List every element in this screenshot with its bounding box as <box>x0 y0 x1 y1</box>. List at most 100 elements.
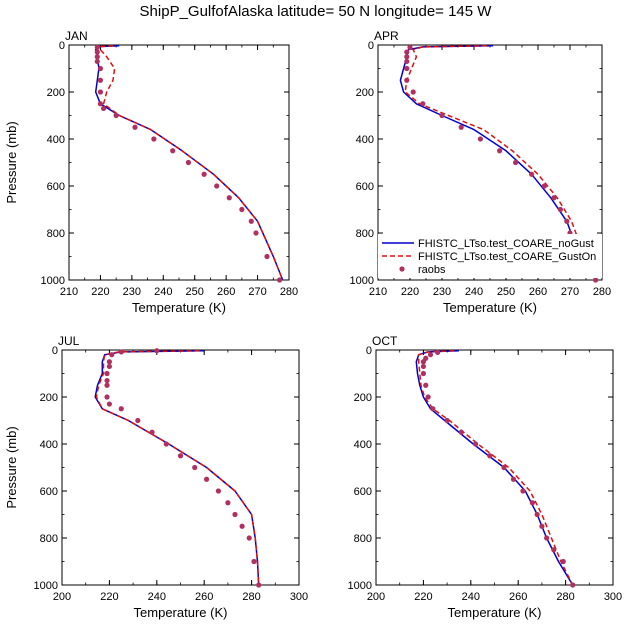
raobs-point <box>192 464 198 471</box>
x-tick-label: 240 <box>465 286 483 298</box>
raobs-point <box>534 511 540 518</box>
x-tick-label: 220 <box>100 591 118 603</box>
x-tick-label: 200 <box>53 591 71 603</box>
panel-apr: 210 220 230 240 250 260 270 280 0 200 400 600 800 100… <box>350 29 612 315</box>
raobs-point <box>520 488 526 494</box>
y-axis-label: Pressure (mb) <box>4 426 19 508</box>
raobs-point <box>248 218 254 224</box>
y-tick-label: 400 <box>354 439 372 451</box>
series-line-gust-on <box>417 349 574 586</box>
x-tick-label: 270 <box>561 286 579 298</box>
raobs-point <box>529 171 535 177</box>
raobs-point <box>570 582 576 588</box>
y-tick-label: 200 <box>47 87 65 99</box>
raobs-point <box>246 535 252 541</box>
y-tick-label: 200 <box>356 87 374 99</box>
x-tick-label: 230 <box>123 286 141 298</box>
panel-label: JUL <box>58 334 80 348</box>
raobs-point <box>94 44 100 50</box>
legend-label: raobs <box>418 264 446 276</box>
series-line-gust-on <box>99 44 284 281</box>
raobs-point <box>106 401 112 407</box>
y-tick-label: 200 <box>40 392 58 404</box>
raobs-point <box>276 277 283 283</box>
x-axis-label: Temperature (K) <box>134 605 228 620</box>
page-title: ShipP_GulfofAlaska latitude= 50 N longit… <box>139 3 492 20</box>
raobs-point <box>215 488 222 494</box>
raobs-point <box>239 523 245 529</box>
raobs-point <box>497 148 503 154</box>
legend-label: FHISTC_LTso.test_COARE_GustOn <box>418 251 596 263</box>
raobs-point <box>104 382 110 388</box>
y-tick-label: 600 <box>40 486 58 498</box>
y-tick-label: 800 <box>40 533 58 545</box>
raobs-point <box>539 523 545 529</box>
raobs-point <box>104 370 110 377</box>
raobs-point <box>97 89 104 95</box>
y-tick-label: 600 <box>354 486 372 498</box>
raobs-point <box>149 429 155 435</box>
raobs-point <box>541 183 548 189</box>
panel-jan: 210 220 230 240 250 260 270 280 0 200 400 600 800 100… <box>4 29 298 315</box>
raobs-point <box>477 136 483 142</box>
raobs-point <box>264 253 270 260</box>
series-line-gust-on <box>95 349 260 586</box>
y-tick-label: 400 <box>356 134 374 146</box>
raobs-point <box>177 453 184 459</box>
raobs-point <box>113 112 119 119</box>
raobs-point <box>458 429 464 435</box>
y-axis-label: Pressure (mb) <box>4 121 19 203</box>
x-tick-label: 270 <box>248 286 266 298</box>
x-axis-label: Temperature (K) <box>443 300 537 315</box>
raobs-point <box>203 476 210 482</box>
raobs-point <box>232 511 238 518</box>
x-tick-label: 300 <box>604 591 622 603</box>
x-tick-label: 220 <box>91 286 109 298</box>
y-tick-label: 400 <box>47 134 65 146</box>
raobs-point <box>97 65 104 72</box>
x-tick-label: 220 <box>414 591 432 603</box>
x-tick-label: 280 <box>593 286 611 298</box>
raobs-point <box>97 101 104 107</box>
x-tick-label: 230 <box>433 286 451 298</box>
panel-label: APR <box>374 29 399 43</box>
raobs-point <box>225 500 231 506</box>
raobs-point <box>513 159 519 166</box>
legend-label: FHISTC_LTso.test_COARE_noGust <box>418 238 594 250</box>
raobs-point <box>118 349 124 355</box>
raobs-point <box>256 582 262 588</box>
y-tick-label: 0 <box>52 345 58 357</box>
series-line-no-gust <box>94 349 260 586</box>
raobs-point <box>551 195 557 201</box>
y-tick-label: 0 <box>368 40 374 52</box>
plot-frame <box>375 349 614 586</box>
y-tick-label: 600 <box>47 181 65 193</box>
x-tick-label: 240 <box>462 591 480 603</box>
x-tick-label: 250 <box>186 286 204 298</box>
raobs-point <box>435 349 441 355</box>
raobs-point <box>135 417 141 424</box>
raobs-point <box>132 124 138 130</box>
raobs-point <box>185 159 192 166</box>
raobs-point <box>410 89 416 95</box>
raobs-point <box>551 547 557 553</box>
x-tick-label: 260 <box>509 591 527 603</box>
raobs-point <box>97 77 104 83</box>
raobs-point <box>251 558 257 565</box>
raobs-point <box>487 453 493 459</box>
raobs-point <box>214 183 220 189</box>
y-tick-label: 600 <box>356 181 374 193</box>
y-tick-label: 1000 <box>348 580 372 592</box>
x-tick-label: 260 <box>529 286 547 298</box>
raobs-point <box>444 417 450 424</box>
raobs-point <box>404 49 410 55</box>
raobs-point <box>239 206 245 213</box>
raobs-point <box>420 101 426 107</box>
legend-marker <box>399 266 405 272</box>
raobs-point <box>404 58 410 65</box>
raobs-point <box>404 77 410 83</box>
raobs-point <box>94 58 100 65</box>
raobs-point <box>420 370 426 377</box>
raobs-point <box>423 382 429 388</box>
